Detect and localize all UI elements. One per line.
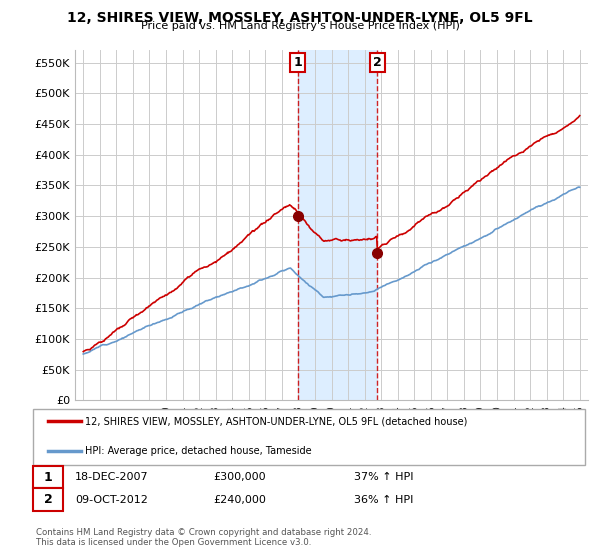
Text: 18-DEC-2007: 18-DEC-2007 xyxy=(75,472,149,482)
Text: 1: 1 xyxy=(44,470,52,484)
Bar xyxy=(298,50,377,400)
Text: 12, SHIRES VIEW, MOSSLEY, ASHTON-UNDER-LYNE, OL5 9FL (detached house): 12, SHIRES VIEW, MOSSLEY, ASHTON-UNDER-L… xyxy=(85,416,467,426)
Text: 37% ↑ HPI: 37% ↑ HPI xyxy=(354,472,413,482)
Text: 2: 2 xyxy=(44,493,52,506)
Text: £300,000: £300,000 xyxy=(213,472,266,482)
Text: Contains HM Land Registry data © Crown copyright and database right 2024.
This d: Contains HM Land Registry data © Crown c… xyxy=(36,528,371,547)
Text: HPI: Average price, detached house, Tameside: HPI: Average price, detached house, Tame… xyxy=(85,446,312,456)
Text: 1: 1 xyxy=(293,56,302,69)
Text: £240,000: £240,000 xyxy=(213,494,266,505)
Text: 36% ↑ HPI: 36% ↑ HPI xyxy=(354,494,413,505)
Text: 2: 2 xyxy=(373,56,382,69)
Text: Price paid vs. HM Land Registry's House Price Index (HPI): Price paid vs. HM Land Registry's House … xyxy=(140,21,460,31)
Text: 12, SHIRES VIEW, MOSSLEY, ASHTON-UNDER-LYNE, OL5 9FL: 12, SHIRES VIEW, MOSSLEY, ASHTON-UNDER-L… xyxy=(67,11,533,25)
Text: 09-OCT-2012: 09-OCT-2012 xyxy=(75,494,148,505)
